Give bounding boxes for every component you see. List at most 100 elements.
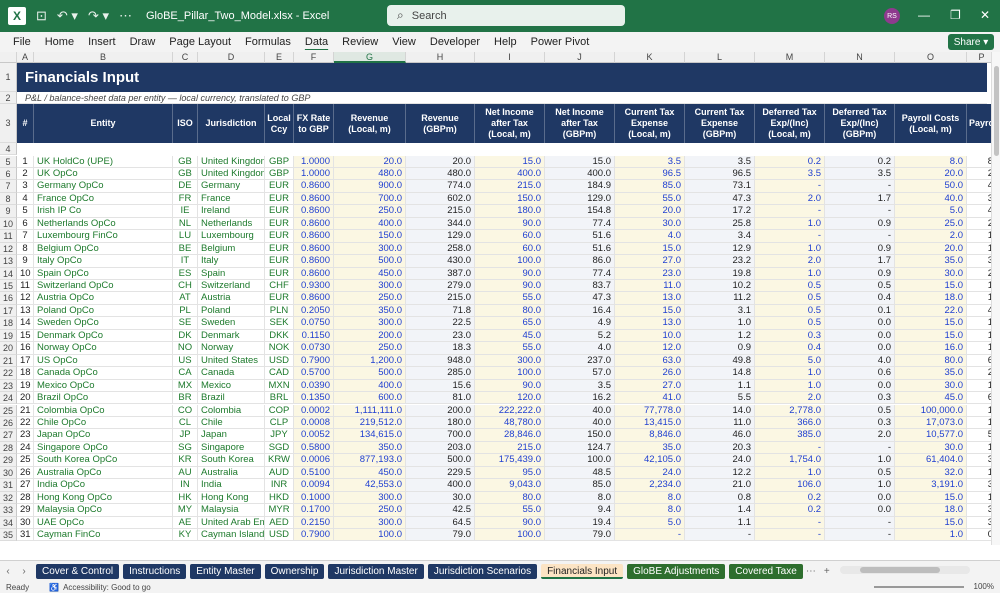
horizontal-scrollbar[interactable]	[840, 566, 970, 574]
table-cell[interactable]: Singapore	[198, 441, 265, 455]
table-cell[interactable]: 15.0	[895, 280, 967, 293]
column-header-n[interactable]: N	[825, 52, 895, 63]
table-cell[interactable]: 9	[17, 255, 34, 268]
row-header[interactable]: 20	[0, 342, 17, 355]
menu-home[interactable]: Home	[44, 36, 75, 48]
table-cell[interactable]: 41.0	[615, 392, 685, 405]
row-header[interactable]: 8	[0, 192, 17, 206]
row-header[interactable]: 25	[0, 404, 17, 417]
table-cell[interactable]: 0.0750	[294, 317, 334, 330]
table-header-cell[interactable]: FX Rate to GBP	[294, 104, 334, 143]
share-button[interactable]: Share ▾	[948, 34, 994, 50]
table-cell[interactable]: IT	[173, 255, 198, 268]
table-cell[interactable]: 1	[967, 405, 991, 417]
row-header[interactable]: 24	[0, 392, 17, 405]
table-cell[interactable]: -	[685, 529, 755, 542]
table-cell[interactable]: 215.0	[475, 180, 545, 193]
table-cell[interactable]: 175,439.0	[475, 454, 545, 467]
table-cell[interactable]: 16.2	[545, 392, 615, 405]
table-cell[interactable]: 49.8	[685, 354, 755, 368]
table-cell[interactable]: 1.0000	[294, 167, 334, 181]
table-cell[interactable]: 11.2	[685, 292, 755, 305]
table-cell[interactable]: Australia OpCo	[34, 466, 173, 480]
table-cell[interactable]: 42.5	[406, 504, 475, 517]
table-cell[interactable]: 35.0	[895, 367, 967, 380]
table-cell[interactable]: 0.2	[755, 491, 825, 505]
zoom-slider[interactable]	[874, 586, 964, 588]
table-cell[interactable]: 6	[17, 217, 34, 231]
table-cell[interactable]: 2.0	[895, 230, 967, 243]
table-cell[interactable]: Ireland	[198, 205, 265, 218]
row-header[interactable]: 19	[0, 329, 17, 343]
table-cell[interactable]: 300.0	[334, 491, 406, 505]
table-cell[interactable]: 18.0	[895, 292, 967, 305]
column-header-j[interactable]: J	[545, 52, 615, 63]
more-sheets-icon[interactable]: ⋯	[805, 565, 816, 577]
table-cell[interactable]: US	[173, 354, 198, 368]
table-cell[interactable]: 11	[17, 280, 34, 293]
table-cell[interactable]: -	[755, 205, 825, 218]
hscroll-thumb[interactable]	[860, 567, 940, 573]
table-cell[interactable]: United Kingdom	[198, 167, 265, 181]
table-cell[interactable]: South Korea OpCo	[34, 454, 173, 467]
table-cell[interactable]: 27	[17, 479, 34, 492]
table-cell[interactable]: Luxembourg FinCo	[34, 230, 173, 243]
table-cell[interactable]: Canada OpCo	[34, 367, 173, 380]
table-cell[interactable]: 8.0	[545, 491, 615, 505]
table-cell[interactable]: 300.0	[334, 280, 406, 293]
table-cell[interactable]: 90.0	[475, 280, 545, 293]
table-cell[interactable]: 15.0	[615, 242, 685, 256]
table-cell[interactable]: 26	[17, 466, 34, 480]
table-cell[interactable]: 0.5100	[294, 466, 334, 480]
table-cell[interactable]: Poland OpCo	[34, 304, 173, 318]
table-cell[interactable]: GB	[173, 167, 198, 181]
row-header[interactable]: 13	[0, 255, 17, 268]
table-header-cell[interactable]: Net Income after Tax (Local, m)	[475, 104, 545, 143]
menu-page-layout[interactable]: Page Layout	[169, 36, 232, 48]
table-cell[interactable]: 30.0	[895, 441, 967, 455]
table-cell[interactable]: 150.0	[334, 230, 406, 243]
table-cell[interactable]: 1.0000	[294, 155, 334, 168]
table-cell[interactable]: CLP	[265, 416, 294, 430]
table-cell[interactable]: 2.0	[755, 255, 825, 268]
table-cell[interactable]: LU	[173, 230, 198, 243]
table-cell[interactable]: 0.0008	[294, 416, 334, 430]
table-cell[interactable]: 300.0	[475, 354, 545, 368]
table-cell[interactable]: 77.4	[545, 217, 615, 231]
table-cell[interactable]: 500.0	[406, 454, 475, 467]
table-cell[interactable]: 0.0	[825, 329, 895, 343]
row-header[interactable]: 33	[0, 504, 17, 517]
table-cell[interactable]: 3	[967, 454, 991, 467]
table-cell[interactable]: 42,553.0	[334, 479, 406, 492]
table-cell[interactable]: 100.0	[334, 529, 406, 542]
table-cell[interactable]: UK OpCo	[34, 167, 173, 181]
table-cell[interactable]: 32.0	[895, 466, 967, 480]
table-cell[interactable]: 8.0	[615, 491, 685, 505]
table-cell[interactable]: 5.0	[895, 205, 967, 218]
table-cell[interactable]: DKK	[265, 329, 294, 343]
table-cell[interactable]: 28,846.0	[475, 429, 545, 442]
table-cell[interactable]: EUR	[265, 205, 294, 218]
table-cell[interactable]: 55.0	[475, 504, 545, 517]
table-cell[interactable]: 16.0	[895, 342, 967, 355]
table-cell[interactable]: 0	[967, 529, 991, 542]
table-cell[interactable]: DK	[173, 329, 198, 343]
table-cell[interactable]: Hong Kong OpCo	[34, 491, 173, 505]
table-cell[interactable]: 106.0	[755, 479, 825, 492]
table-cell[interactable]: Malaysia	[198, 504, 265, 517]
search-input[interactable]: ⌕ Search	[387, 5, 625, 26]
table-cell[interactable]: 64.5	[406, 516, 475, 529]
table-cell[interactable]: 90.0	[475, 267, 545, 280]
table-cell[interactable]: 100.0	[475, 529, 545, 542]
table-cell[interactable]: 47.3	[545, 292, 615, 305]
column-header-h[interactable]: H	[406, 52, 475, 63]
table-cell[interactable]: USD	[265, 354, 294, 368]
table-cell[interactable]: 24.0	[615, 466, 685, 480]
avatar[interactable]: RS	[884, 8, 900, 24]
table-cell[interactable]: 61,404.0	[895, 454, 967, 467]
table-cell[interactable]: KY	[173, 529, 198, 542]
add-sheet-icon[interactable]: +	[823, 565, 830, 577]
table-cell[interactable]: 1.0	[755, 267, 825, 280]
table-cell[interactable]: EUR	[265, 180, 294, 193]
